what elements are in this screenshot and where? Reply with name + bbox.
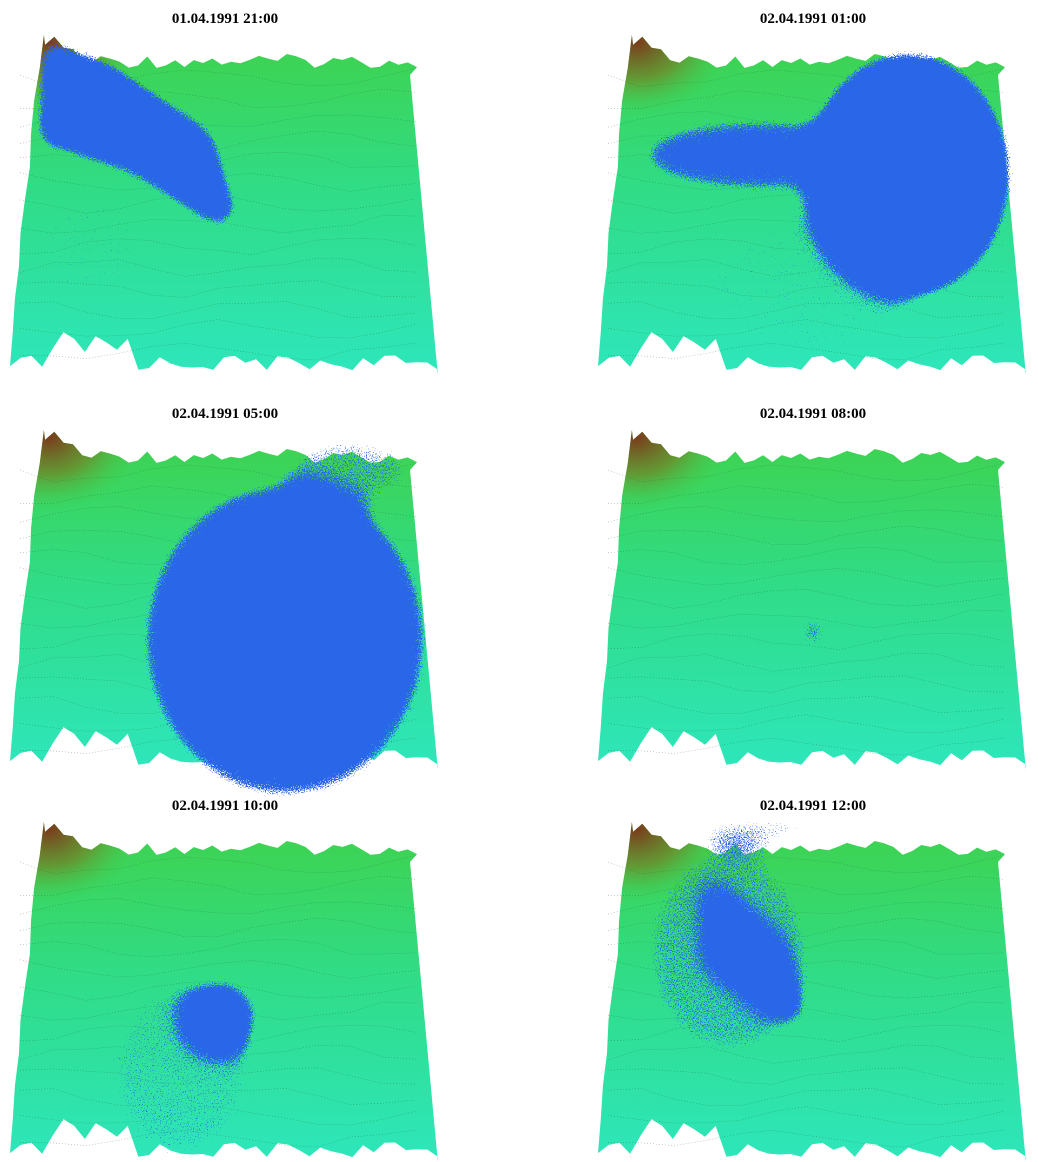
plume-shape [190,600,350,720]
plume-shape [280,430,420,510]
terrain-panel [598,35,1026,375]
terrain-panel [598,810,1026,1162]
plume-shape [638,115,878,195]
panel-title: 02.04.1991 05:00 [172,406,278,422]
terrain-panel [598,430,1026,775]
plume-shape [713,655,903,775]
figure: 01.04.1991 21:00 02.04.1991 01:00 02.04.19… [0,0,1038,1162]
terrain-panel [10,430,438,800]
panel-title: 01.04.1991 21:00 [172,11,278,27]
panel-title: 02.04.1991 08:00 [760,406,866,422]
terrain-panel [10,35,438,375]
plume-shape [180,977,260,1057]
particle-plume [100,977,260,1162]
panel-title: 02.04.1991 01:00 [760,11,866,27]
plume-shape [698,205,918,365]
page: 01.04.1991 21:00 02.04.1991 01:00 02.04.19… [0,0,1038,1162]
plume-shape [688,810,828,850]
panel-title: 02.04.1991 10:00 [172,798,278,814]
terrain-panel [10,822,438,1162]
plume-shape [20,185,160,305]
